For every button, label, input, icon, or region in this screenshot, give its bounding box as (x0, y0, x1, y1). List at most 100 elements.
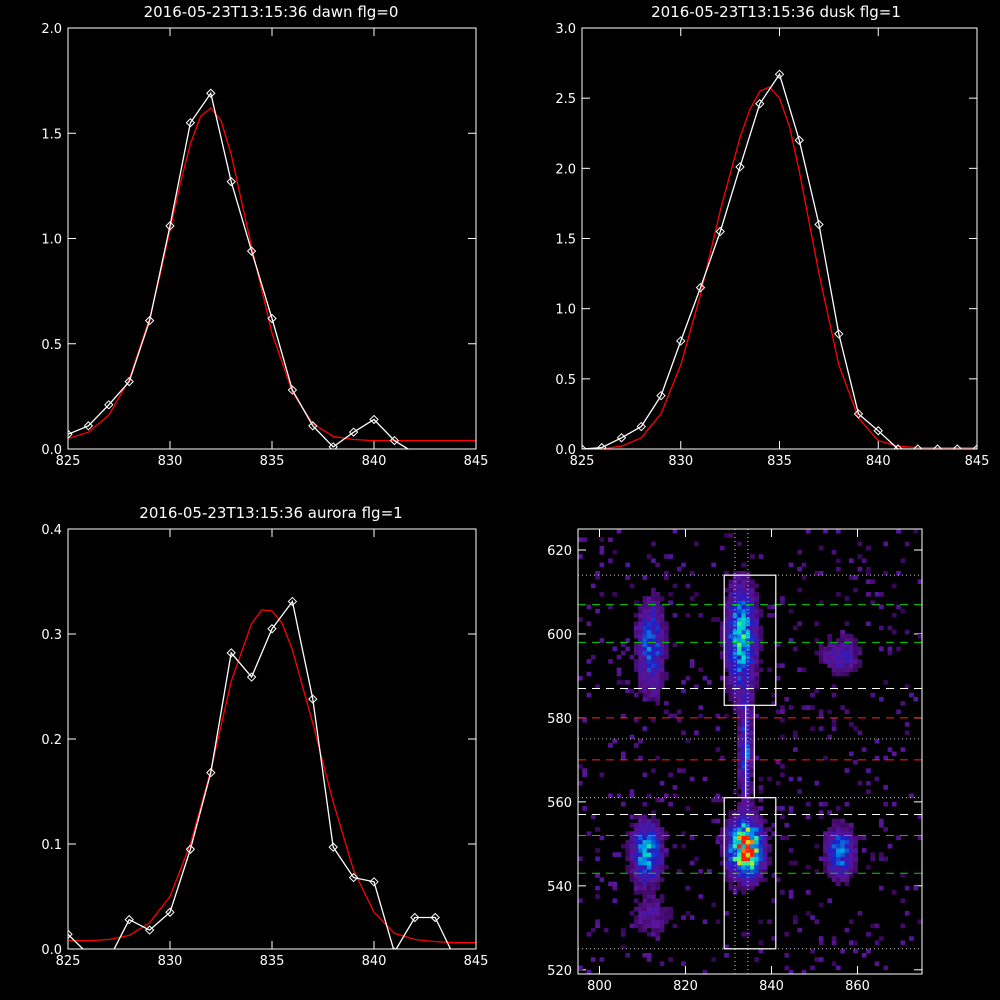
heatmap-cell (896, 709, 901, 715)
heatmap-cell (814, 869, 820, 874)
heatmap-cell (655, 692, 661, 698)
heatmap-cell (664, 554, 669, 559)
heatmap-cell (750, 881, 755, 887)
heatmap-cell (741, 701, 747, 706)
heatmap-cell (664, 852, 669, 857)
heatmap-cell (758, 659, 764, 664)
data-point (68, 929, 73, 940)
heatmap-cell (754, 806, 759, 811)
heatmap-cell (646, 860, 652, 866)
heatmap-cell (737, 730, 742, 736)
heatmap-cell (694, 730, 699, 736)
heatmap-cell (745, 864, 751, 870)
heatmap-cell (857, 663, 863, 668)
heatmap-cell (780, 663, 785, 668)
heatmap-cell (750, 680, 755, 685)
heatmap-cell (767, 835, 772, 841)
heatmap-cell (857, 554, 863, 559)
heatmap-cell (655, 688, 661, 694)
heatmap-cell (595, 848, 600, 853)
heatmap-cell (672, 923, 678, 929)
plot-area (582, 69, 977, 449)
heatmap-cell (814, 843, 820, 849)
heatmap-cell (818, 936, 824, 941)
heatmap-cell (823, 856, 828, 862)
heatmap-cell (685, 583, 691, 589)
heatmap-cell (664, 848, 669, 853)
heatmap-cell (599, 957, 605, 962)
heatmap-cell (655, 827, 661, 832)
heatmap-cell (629, 843, 635, 849)
heatmap-cell (836, 659, 841, 664)
heatmap-cell (848, 575, 854, 580)
heatmap-cell (651, 621, 656, 626)
heatmap-cell (633, 692, 639, 698)
heatmap-cell (633, 827, 639, 832)
heatmap-cell (724, 621, 729, 626)
heatmap-cell (646, 629, 652, 635)
heatmap-cell (754, 583, 759, 589)
heatmap-cell (750, 848, 755, 853)
heatmap-cell (758, 608, 764, 614)
heatmap-cell (840, 659, 845, 664)
heatmap-cell (844, 827, 850, 832)
heatmap-cell (762, 877, 768, 882)
heatmap-cell (724, 713, 729, 719)
heatmap-cell (732, 629, 738, 635)
heatmap-cell (741, 692, 747, 698)
data-point (597, 442, 607, 449)
heatmap-cell (754, 617, 759, 622)
heatmap-cell (827, 869, 833, 874)
heatmap-cell (758, 629, 764, 635)
heatmap-cell (659, 877, 665, 882)
heatmap-cell (853, 864, 858, 870)
heatmap-cell (818, 650, 824, 656)
data-point (430, 912, 440, 923)
y-tick-label: 540 (547, 880, 572, 895)
heatmap-cell (728, 835, 734, 841)
heatmap-cell (775, 759, 781, 765)
heatmap-cell (754, 881, 759, 887)
heatmap-cell (737, 684, 742, 689)
heatmap-cell (646, 923, 652, 929)
heatmap-cell (848, 864, 854, 870)
heatmap-cell (853, 646, 858, 652)
heatmap-cell (874, 755, 880, 761)
heatmap-cell (758, 818, 764, 824)
heatmap-cell (788, 638, 794, 643)
heatmap-cell (823, 852, 828, 857)
heatmap-cell (621, 932, 626, 937)
heatmap-cell (633, 835, 639, 841)
heatmap-cell (741, 646, 747, 652)
heatmap-cell (750, 885, 755, 891)
heatmap-cell (853, 650, 858, 656)
heatmap-cell (737, 747, 742, 752)
heatmap-cell (638, 927, 643, 933)
heatmap-cell (629, 869, 635, 874)
heatmap-cell (866, 592, 871, 597)
heatmap-cell (737, 738, 742, 744)
heatmap-cell (853, 654, 858, 660)
heatmap-cell (676, 717, 682, 723)
heatmap-cell (625, 953, 630, 958)
heatmap-cell (836, 827, 841, 832)
heatmap-cell (698, 705, 704, 710)
heatmap-cell (793, 915, 798, 920)
heatmap-cell (664, 634, 669, 639)
heatmap-cell (728, 583, 734, 589)
heatmap-cell (780, 772, 785, 778)
data-point (893, 444, 903, 449)
heatmap-cell (793, 730, 798, 736)
heatmap-cell (715, 839, 721, 845)
heatmap-cell (754, 877, 759, 882)
heatmap-cell (642, 881, 648, 887)
data-point (873, 426, 883, 436)
heatmap-cell (750, 726, 755, 731)
heatmap-cell (827, 827, 833, 832)
heatmap-cell (586, 671, 592, 677)
heatmap-cell (831, 839, 837, 845)
heatmap-cell (737, 663, 742, 668)
heatmap-cell (732, 789, 738, 794)
heatmap-cell (900, 608, 906, 614)
heatmap-cell (595, 575, 600, 580)
